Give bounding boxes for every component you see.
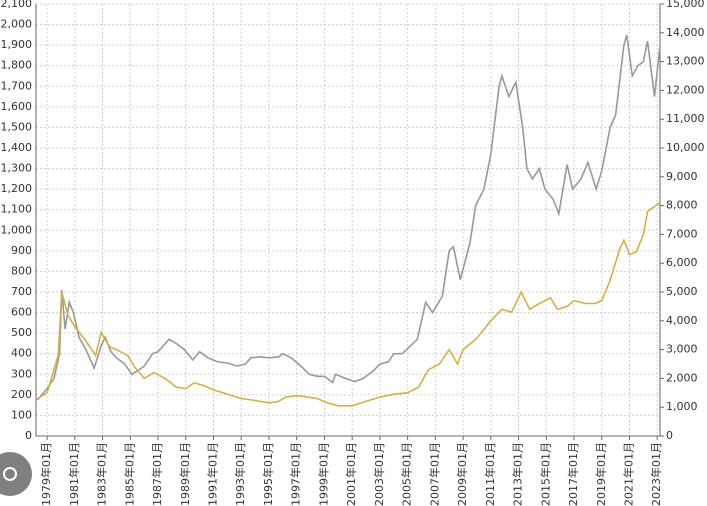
y2-tick-label: 11,000: [666, 112, 705, 125]
y-tick-label: 600: [11, 306, 32, 319]
x-tick-label: 1987年01月: [150, 442, 164, 506]
y-tick-label: 2,000: [1, 18, 33, 31]
y-tick-label: 2,100: [1, 0, 33, 10]
y-tick-label: 1,100: [1, 203, 33, 216]
y-tick-label: 100: [11, 408, 32, 421]
series-line: [36, 34, 661, 401]
x-tick-label: 1991年01月: [205, 442, 219, 506]
y-tick-label: 1,900: [1, 38, 33, 51]
y2-tick-label: 15,000: [666, 0, 705, 10]
x-tick-label: 1989年01月: [178, 442, 192, 506]
x-tick-label: 1981年01月: [67, 442, 81, 506]
x-tick-label: 2023年01月: [649, 442, 663, 506]
x-tick-label: 1997年01月: [289, 442, 303, 506]
y2-tick-label: 4,000: [666, 314, 698, 327]
share-icon[interactable]: [0, 452, 32, 496]
y-tick-label: 800: [11, 264, 32, 277]
y2-tick-label: 0: [666, 429, 673, 442]
x-tick-label: 2003年01月: [372, 442, 386, 506]
x-tick-label: 1979年01月: [39, 442, 53, 506]
x-tick-label: 1999年01月: [316, 442, 330, 506]
x-tick-label: 2005年01月: [400, 442, 414, 506]
y2-tick-label: 13,000: [666, 55, 705, 68]
x-tick-label: 2015年01月: [538, 442, 552, 506]
y2-tick-label: 9,000: [666, 170, 698, 183]
y-tick-label: 300: [11, 367, 32, 380]
x-tick-label: 1985年01月: [122, 442, 136, 506]
x-tick-label: 2013年01月: [511, 442, 525, 506]
x-tick-label: 1983年01月: [95, 442, 109, 506]
y2-tick-label: 12,000: [666, 83, 705, 96]
y2-tick-label: 8,000: [666, 199, 698, 212]
x-tick-label: 2021年01月: [621, 442, 635, 506]
y-tick-label: 1,200: [1, 182, 33, 195]
x-tick-label: 2007年01月: [427, 442, 441, 506]
y-tick-label: 1,800: [1, 59, 33, 72]
y-tick-label: 700: [11, 285, 32, 298]
y-tick-label: 0: [25, 429, 32, 442]
y-tick-label: 1,400: [1, 141, 33, 154]
x-tick-label: 2017年01月: [566, 442, 580, 506]
x-tick-label: 2011年01月: [483, 442, 497, 506]
x-tick-label: 2019年01月: [594, 442, 608, 506]
y2-tick-label: 2,000: [666, 371, 698, 384]
y-tick-label: 500: [11, 326, 32, 339]
y-tick-label: 1,500: [1, 120, 33, 133]
y2-tick-label: 10,000: [666, 141, 705, 154]
y-tick-label: 900: [11, 244, 32, 257]
x-tick-label: 1995年01月: [261, 442, 275, 506]
series-line: [36, 202, 661, 407]
y2-tick-label: 7,000: [666, 227, 698, 240]
y-tick-label: 1,600: [1, 100, 33, 113]
y-tick-label: 400: [11, 347, 32, 360]
y2-tick-label: 6,000: [666, 256, 698, 269]
y-tick-label: 200: [11, 388, 32, 401]
y2-tick-label: 3,000: [666, 343, 698, 356]
y-tick-label: 1,000: [1, 223, 33, 236]
y2-tick-label: 5,000: [666, 285, 698, 298]
y2-tick-label: 14,000: [666, 26, 705, 39]
x-tick-label: 1993年01月: [233, 442, 247, 506]
y-tick-label: 1,700: [1, 79, 33, 92]
y-tick-label: 1,300: [1, 162, 33, 175]
x-tick-label: 2001年01月: [344, 442, 358, 506]
x-tick-label: 2009年01月: [455, 442, 469, 506]
y2-tick-label: 1,000: [666, 400, 698, 413]
